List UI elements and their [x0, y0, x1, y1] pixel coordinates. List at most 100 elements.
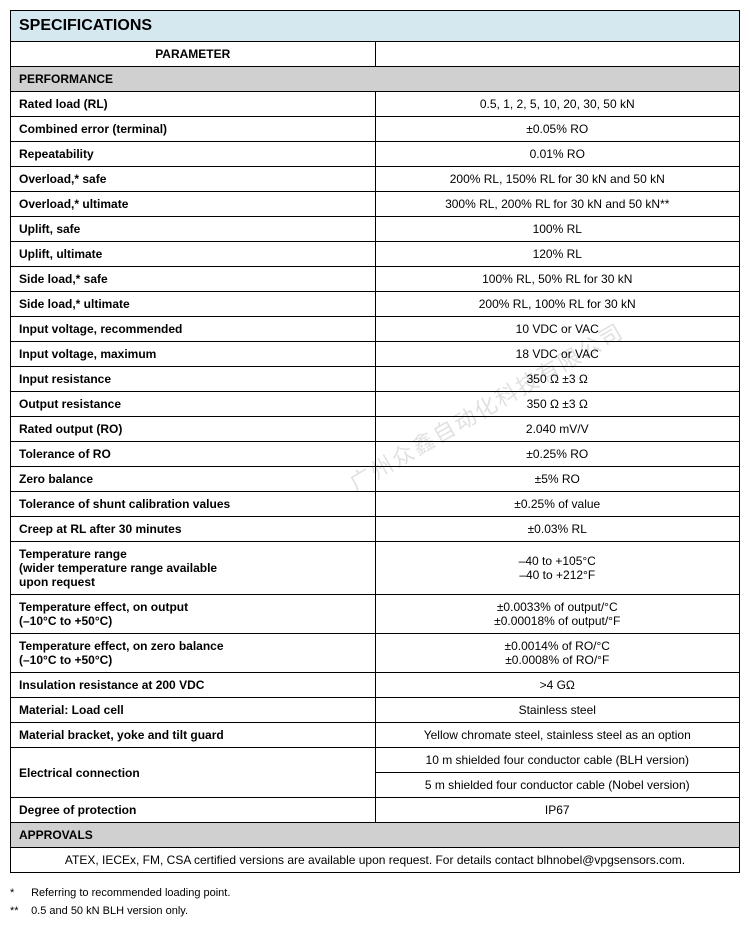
row-insulation-resistance: Insulation resistance at 200 VDC >4 GΩ [11, 673, 740, 698]
footnote-1-text: Referring to recommended loading point. [31, 887, 230, 899]
label-temp-range-l1: Temperature range [19, 547, 127, 561]
label-combined-error: Combined error (terminal) [11, 117, 376, 142]
row-combined-error: Combined error (terminal) ±0.05% RO [11, 117, 740, 142]
label-insulation-resistance: Insulation resistance at 200 VDC [11, 673, 376, 698]
row-degree-protection: Degree of protection IP67 [11, 798, 740, 823]
label-temp-effect-output-l1: Temperature effect, on output [19, 600, 188, 614]
specifications-table: SPECIFICATIONS PARAMETER PERFORMANCE Rat… [10, 10, 740, 873]
label-uplift-safe: Uplift, safe [11, 217, 376, 242]
label-input-voltage-max: Input voltage, maximum [11, 342, 376, 367]
row-temp-effect-output: Temperature effect, on output (–10°C to … [11, 595, 740, 634]
value-output-resistance: 350 Ω ±3 Ω [375, 392, 740, 417]
label-temp-effect-zero: Temperature effect, on zero balance (–10… [11, 634, 376, 673]
label-side-load-ultimate: Side load,* ultimate [11, 292, 376, 317]
footnote-2-mark: ** [10, 903, 28, 921]
row-temp-range: Temperature range (wider temperature ran… [11, 542, 740, 595]
label-side-load-safe: Side load,* safe [11, 267, 376, 292]
header-value-blank [375, 42, 740, 67]
footnote-2-text: 0.5 and 50 kN BLH version only. [31, 905, 188, 917]
value-input-voltage-max: 18 VDC or VAC [375, 342, 740, 367]
value-rated-load: 0.5, 1, 2, 5, 10, 20, 30, 50 kN [375, 92, 740, 117]
label-tolerance-ro: Tolerance of RO [11, 442, 376, 467]
label-output-resistance: Output resistance [11, 392, 376, 417]
row-output-resistance: Output resistance 350 Ω ±3 Ω [11, 392, 740, 417]
row-input-voltage-max: Input voltage, maximum 18 VDC or VAC [11, 342, 740, 367]
value-uplift-ultimate: 120% RL [375, 242, 740, 267]
table-header-row: PARAMETER [11, 42, 740, 67]
section-approvals: APPROVALS [11, 823, 740, 848]
section-performance: PERFORMANCE [11, 67, 740, 92]
footnote-2: ** 0.5 and 50 kN BLH version only. [10, 903, 740, 921]
label-rated-load: Rated load (RL) [11, 92, 376, 117]
label-repeatability: Repeatability [11, 142, 376, 167]
section-approvals-label: APPROVALS [11, 823, 740, 848]
value-temp-range-l1: –40 to +105°C [519, 554, 596, 568]
value-insulation-resistance: >4 GΩ [375, 673, 740, 698]
value-temp-range-l2: –40 to +212°F [519, 568, 595, 582]
label-degree-protection: Degree of protection [11, 798, 376, 823]
table-title-row: SPECIFICATIONS [11, 11, 740, 42]
label-overload-safe: Overload,* safe [11, 167, 376, 192]
value-rated-output: 2.040 mV/V [375, 417, 740, 442]
row-rated-output: Rated output (RO) 2.040 mV/V [11, 417, 740, 442]
label-material-load-cell: Material: Load cell [11, 698, 376, 723]
label-tolerance-shunt: Tolerance of shunt calibration values [11, 492, 376, 517]
label-temp-range-l3: upon request [19, 575, 95, 589]
value-tolerance-ro: ±0.25% RO [375, 442, 740, 467]
label-zero-balance: Zero balance [11, 467, 376, 492]
row-input-resistance: Input resistance 350 Ω ±3 Ω [11, 367, 740, 392]
value-material-bracket: Yellow chromate steel, stainless steel a… [375, 723, 740, 748]
row-tolerance-shunt: Tolerance of shunt calibration values ±0… [11, 492, 740, 517]
label-input-resistance: Input resistance [11, 367, 376, 392]
value-degree-protection: IP67 [375, 798, 740, 823]
value-overload-safe: 200% RL, 150% RL for 30 kN and 50 kN [375, 167, 740, 192]
table-title: SPECIFICATIONS [11, 11, 740, 42]
label-temp-effect-output-l2: (–10°C to +50°C) [19, 614, 112, 628]
value-repeatability: 0.01% RO [375, 142, 740, 167]
row-electrical-connection-1: Electrical connection 10 m shielded four… [11, 748, 740, 773]
approvals-text: ATEX, IECEx, FM, CSA certified versions … [11, 848, 740, 873]
value-side-load-ultimate: 200% RL, 100% RL for 30 kN [375, 292, 740, 317]
page-container: 广州众鑫自动化科技有限公司 SPECIFICATIONS PARAMETER P… [10, 10, 740, 920]
label-temp-effect-output: Temperature effect, on output (–10°C to … [11, 595, 376, 634]
label-material-bracket: Material bracket, yoke and tilt guard [11, 723, 376, 748]
label-input-voltage-rec: Input voltage, recommended [11, 317, 376, 342]
footnotes: * Referring to recommended loading point… [10, 885, 740, 920]
value-input-resistance: 350 Ω ±3 Ω [375, 367, 740, 392]
section-performance-label: PERFORMANCE [11, 67, 740, 92]
value-temp-effect-zero-l1: ±0.0014% of RO/°C [505, 639, 610, 653]
label-rated-output: Rated output (RO) [11, 417, 376, 442]
row-material-load-cell: Material: Load cell Stainless steel [11, 698, 740, 723]
label-creep: Creep at RL after 30 minutes [11, 517, 376, 542]
row-uplift-ultimate: Uplift, ultimate 120% RL [11, 242, 740, 267]
header-parameter: PARAMETER [11, 42, 376, 67]
row-side-load-ultimate: Side load,* ultimate 200% RL, 100% RL fo… [11, 292, 740, 317]
value-temp-effect-zero-l2: ±0.0008% of RO/°F [505, 653, 609, 667]
row-repeatability: Repeatability 0.01% RO [11, 142, 740, 167]
label-temp-range-l2: (wider temperature range available [19, 561, 217, 575]
row-uplift-safe: Uplift, safe 100% RL [11, 217, 740, 242]
value-temp-effect-output: ±0.0033% of output/°C ±0.00018% of outpu… [375, 595, 740, 634]
value-tolerance-shunt: ±0.25% of value [375, 492, 740, 517]
row-approvals-text: ATEX, IECEx, FM, CSA certified versions … [11, 848, 740, 873]
row-material-bracket: Material bracket, yoke and tilt guard Ye… [11, 723, 740, 748]
value-overload-ultimate: 300% RL, 200% RL for 30 kN and 50 kN** [375, 192, 740, 217]
value-material-load-cell: Stainless steel [375, 698, 740, 723]
row-creep: Creep at RL after 30 minutes ±0.03% RL [11, 517, 740, 542]
label-temp-effect-zero-l1: Temperature effect, on zero balance [19, 639, 224, 653]
value-input-voltage-rec: 10 VDC or VAC [375, 317, 740, 342]
label-temp-range: Temperature range (wider temperature ran… [11, 542, 376, 595]
value-electrical-connection-1: 10 m shielded four conductor cable (BLH … [375, 748, 740, 773]
row-side-load-safe: Side load,* safe 100% RL, 50% RL for 30 … [11, 267, 740, 292]
row-tolerance-ro: Tolerance of RO ±0.25% RO [11, 442, 740, 467]
label-electrical-connection: Electrical connection [11, 748, 376, 798]
label-overload-ultimate: Overload,* ultimate [11, 192, 376, 217]
value-temp-effect-zero: ±0.0014% of RO/°C ±0.0008% of RO/°F [375, 634, 740, 673]
value-combined-error: ±0.05% RO [375, 117, 740, 142]
row-rated-load: Rated load (RL) 0.5, 1, 2, 5, 10, 20, 30… [11, 92, 740, 117]
value-creep: ±0.03% RL [375, 517, 740, 542]
value-electrical-connection-2: 5 m shielded four conductor cable (Nobel… [375, 773, 740, 798]
value-temp-range: –40 to +105°C –40 to +212°F [375, 542, 740, 595]
value-temp-effect-output-l2: ±0.00018% of output/°F [494, 614, 620, 628]
value-temp-effect-output-l1: ±0.0033% of output/°C [497, 600, 618, 614]
